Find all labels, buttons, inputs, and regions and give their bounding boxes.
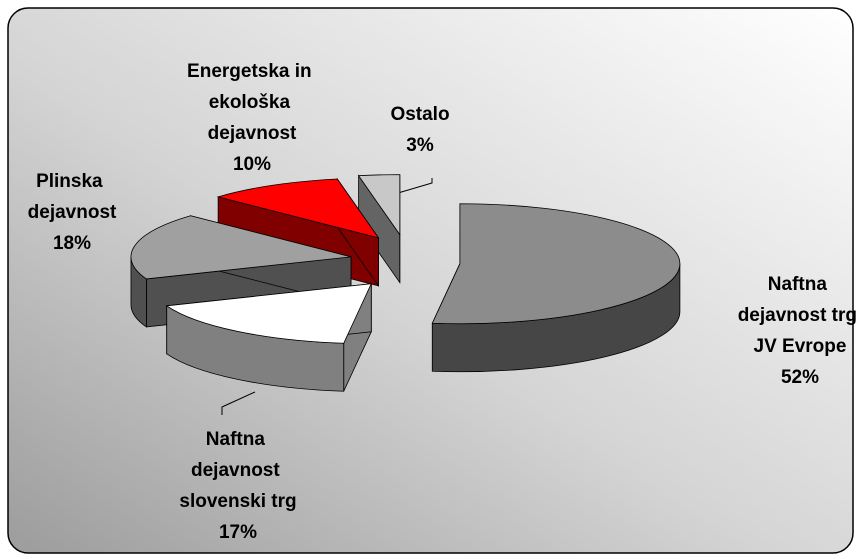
- labels: Naftna dejavnost trg JV Evrope 52% Naftna …: [28, 61, 859, 543]
- leader-line: [397, 178, 433, 194]
- slice-value-label: 52%: [781, 367, 819, 388]
- slice-value-label: 18%: [53, 233, 91, 254]
- slice-top: [216, 178, 380, 239]
- slice-label: Ostalo: [390, 104, 449, 125]
- slice-label: Plinska dejavnost: [28, 171, 117, 223]
- slice: [431, 203, 681, 373]
- slice-value-label: 17%: [219, 522, 257, 543]
- slice: [165, 283, 372, 392]
- pie: [130, 174, 681, 392]
- slice-label: Naftna dejavnost slovenski trg: [179, 429, 296, 512]
- slice-top: [357, 174, 401, 236]
- slice-label: Energetska in ekološka dejavnost: [187, 61, 317, 144]
- slice-top: [130, 215, 352, 280]
- slice: [357, 174, 401, 284]
- chart-background: [7, 7, 854, 554]
- slice-top: [431, 203, 681, 325]
- slice-value-label: 10%: [233, 154, 271, 175]
- slice-value-label: 3%: [406, 135, 434, 156]
- slice-label: Naftna dejavnost trg JV Evrope: [738, 274, 859, 357]
- slice-top: [165, 283, 372, 344]
- leader-line: [221, 391, 256, 415]
